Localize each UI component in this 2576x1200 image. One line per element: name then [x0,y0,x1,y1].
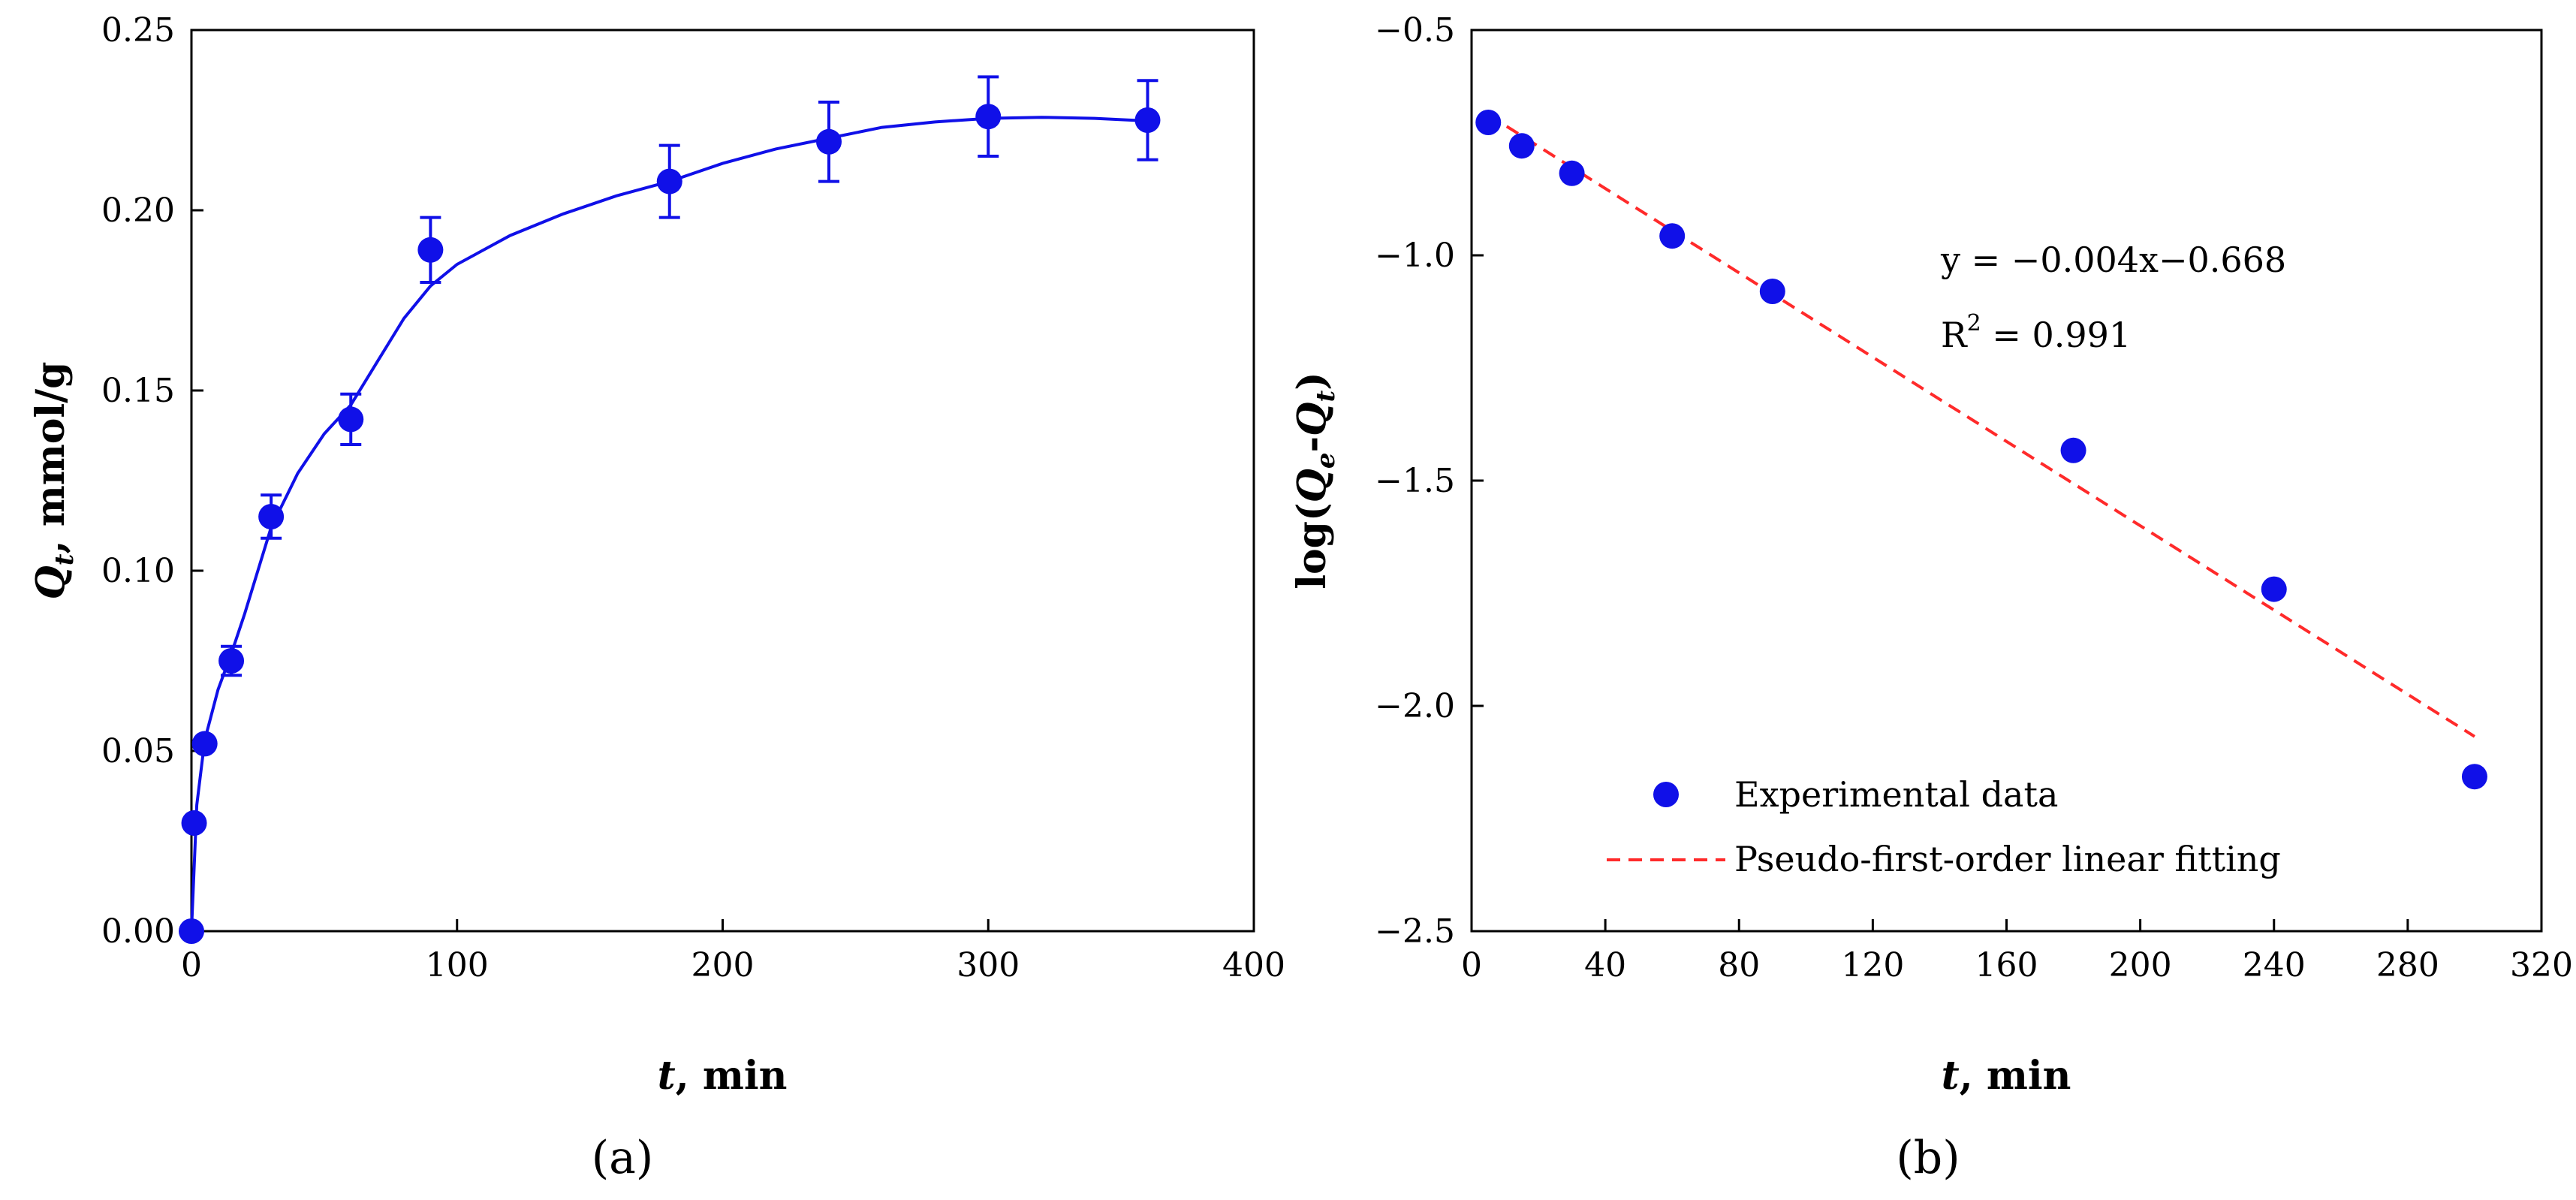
y-tick-label: −2.5 [1375,912,1455,951]
legend-marker-experimental [1653,782,1679,807]
panel-a: 0 100 200 300 400 0.00 0.05 0.10 0.15 0.20 0.25 Qt… [28,11,1285,1184]
data-point [2060,437,2086,463]
x-tick-label: 80 [1718,946,1760,984]
panel-a-label: (a) [592,1132,654,1184]
data-point [417,237,444,263]
panel-a-fit-curve-layer [190,116,1148,932]
panel-b-y-axis-label: log(Qe-Qt) [1289,372,1341,589]
data-point [338,406,364,433]
data-point [1475,110,1502,135]
panel-b-fit-line [1487,113,2476,738]
data-point [1559,160,1585,186]
panel-b-equation: y = −0.004x−0.668 [1940,240,2286,280]
data-point [1659,223,1686,249]
panel-a-x-axis-label: t, min [658,1053,788,1099]
data-point [2261,576,2287,602]
x-tick-label: 240 [2243,946,2306,984]
y-tick-label: 0.20 [101,191,175,230]
legend-label-fit-line: Pseudo-first-order linear fitting [1734,839,2281,879]
data-point [1508,133,1535,159]
x-tick-label: 120 [1841,946,1904,984]
data-point [2461,764,2487,790]
panel-b-x-axis-label: t, min [1942,1053,2071,1099]
x-tick-label: 200 [691,946,755,984]
y-tick-label: −1.5 [1375,462,1455,500]
y-tick-label: 0.00 [101,912,175,951]
y-tick-label: −0.5 [1375,11,1455,50]
data-point [191,731,218,757]
x-tick-label: 200 [2109,946,2172,984]
y-tick-label: −1.0 [1375,237,1455,275]
panel-b-r2-value: = 0.991 [1981,315,2131,355]
x-tick-label: 40 [1584,946,1626,984]
x-tick-label: 320 [2510,946,2573,984]
panel-b-legend: Experimental data Pseudo-first-order lin… [1607,774,2281,879]
panel-a-fit-curve [190,116,1148,932]
y-tick-label: 0.25 [101,11,175,50]
panel-b-r-squared: R2 = 0.991 [1941,310,2131,355]
panel-b: 0 40 80 120 160 200 240 280 320 −0.5 −1.0 −1.5 −2.0 −… [1289,11,2573,1184]
data-point [179,918,204,944]
x-tick-label: 100 [426,946,489,984]
y-tick-label: 0.10 [101,552,175,590]
x-tick-label: 0 [181,946,202,984]
data-point [656,168,682,194]
data-point [975,104,1002,130]
panel-b-r2-prefix: R [1941,315,1968,355]
panel-b-label: (b) [1896,1132,1960,1184]
data-point [218,648,245,674]
x-tick-label: 300 [957,946,1020,984]
data-point [1759,279,1785,304]
x-tick-label: 160 [1975,946,2038,984]
panel-b-ticks: 0 40 80 120 160 200 240 280 320 −0.5 −1.0 −1.5 −2.0 −… [1375,11,2573,984]
x-tick-label: 400 [1222,946,1285,984]
legend-label-experimental: Experimental data [1734,774,2058,815]
data-point [258,504,285,529]
panel-b-r2-superscript: 2 [1967,310,1981,336]
data-point [816,128,842,155]
y-tick-label: 0.15 [101,372,175,410]
panel-a-points-layer [179,75,1161,944]
panel-a-y-axis-label: Qt, mmol/g [28,361,80,599]
y-tick-label: 0.05 [101,732,175,770]
y-tick-label: −2.0 [1375,687,1455,725]
panel-a-ticks: 0 100 200 300 400 0.00 0.05 0.10 0.15 0.20 0.25 [101,11,1285,984]
data-point [181,810,207,836]
x-tick-label: 0 [1461,946,1482,984]
panel-b-points-layer [1475,110,2487,790]
x-tick-label: 280 [2376,946,2439,984]
data-point [1134,107,1161,133]
panel-a-plot-frame [190,29,1255,933]
panel-b-fit-line-layer [1487,113,2476,738]
